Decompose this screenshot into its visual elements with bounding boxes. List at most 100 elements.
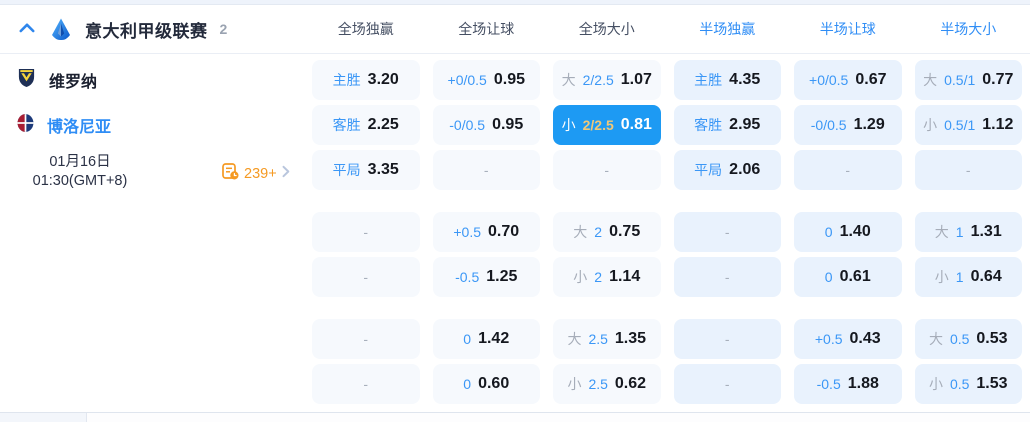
odds-cell[interactable]: +0.5 0.70 — [432, 212, 540, 252]
odds-cell[interactable]: 主胜 3.20 — [312, 60, 420, 100]
odds-cell-t2: 2.5 — [588, 376, 608, 392]
odds-group: -0 1.42 大 2.5 1.35- +0.5 0.43 大 0.5 0.53-0 0.60 小 2.… — [312, 319, 1022, 404]
league-match-count: 2 — [219, 21, 228, 37]
odds-cell[interactable]: 小 1 0.64 — [914, 257, 1022, 297]
odds-cell-t1: 大 — [923, 72, 938, 88]
odds-cell-val: - — [363, 376, 369, 392]
odds-cell-t1: 小 — [923, 117, 938, 133]
col-header-halftime-handicap: 半场让球 — [819, 21, 876, 37]
odds-cell-t1: -0.5 — [816, 376, 841, 392]
odds-cell: - — [553, 150, 661, 190]
odds-cell-val: 0.62 — [614, 375, 647, 392]
odds-cell-t1: 平局 — [332, 162, 361, 178]
odds-cell[interactable]: 0 0.60 — [432, 364, 540, 404]
odds-cell[interactable]: -0/0.5 0.95 — [432, 105, 540, 145]
odds-cell[interactable]: +0.5 0.43 — [794, 319, 902, 359]
odds-cell-val: 3.35 — [367, 161, 399, 178]
markets-icon — [222, 163, 239, 185]
odds-cell-val: - — [363, 331, 369, 347]
odds-cell-t1: -0.5 — [455, 269, 480, 285]
odds-cell-val: 1.25 — [486, 268, 518, 285]
odds-cell[interactable]: 小 0.5 1.53 — [914, 364, 1022, 404]
odds-cell[interactable]: 小 2/2.5 0.81 — [553, 105, 661, 145]
odds-cell[interactable]: 客胜 2.25 — [312, 105, 420, 145]
odds-cell-t2: 0.5 — [949, 376, 970, 392]
odds-cell-t1: -0/0.5 — [449, 117, 486, 133]
odds-cell-val: 0.77 — [982, 71, 1014, 88]
odds-cell-val: 4.35 — [729, 71, 761, 88]
odds-cell-val: 1.07 — [620, 71, 652, 88]
odds-cell[interactable]: 0 1.42 — [432, 319, 540, 359]
odds-cell-t2: 0.5/1 — [944, 72, 976, 88]
odds-cell-t1: 大 — [567, 331, 582, 347]
chevron-up-icon — [19, 20, 35, 38]
match-datetime: 01月16日 01:30(GMT+8) — [4, 153, 156, 191]
odds-cell-val: - — [483, 162, 489, 178]
odds-cell-val: 1.88 — [847, 375, 879, 392]
odds-cell-val: 2.06 — [729, 161, 761, 178]
odds-cell-val: - — [845, 162, 851, 178]
odds-cell[interactable]: 大 2/2.5 1.07 — [553, 60, 661, 100]
odds-cell[interactable]: 主胜 4.35 — [673, 60, 781, 100]
odds-cell[interactable]: 大 2 0.75 — [553, 212, 661, 252]
odds-cell-val: 2.95 — [729, 116, 761, 133]
odds-cell[interactable]: 客胜 2.95 — [673, 105, 781, 145]
odds-area: 主胜 3.20 +0/0.5 0.95 大 2/2.5 1.07 主胜 4.35 +0/0.5 0.… — [312, 60, 1022, 404]
league-title: 意大利甲级联赛 — [85, 21, 208, 41]
collapse-section-button[interactable] — [17, 19, 37, 39]
odds-cell: - — [312, 319, 420, 359]
odds-cell[interactable]: 小 2.5 0.62 — [553, 364, 661, 404]
odds-cell[interactable]: -0/0.5 1.29 — [794, 105, 902, 145]
away-team-row[interactable]: 博洛尼亚 — [17, 105, 111, 145]
odds-cell-t2: 2.5 — [588, 331, 608, 347]
odds-cell-val: 1.53 — [976, 375, 1008, 392]
odds-cell[interactable]: 大 2.5 1.35 — [553, 319, 661, 359]
odds-cell[interactable]: 大 0.5 0.53 — [914, 319, 1022, 359]
home-team-row[interactable]: 维罗纳 — [17, 60, 97, 100]
odds-cell-t1: 0 — [463, 331, 472, 347]
col-header-fulltime-overunder: 全场大小 — [578, 21, 635, 37]
odds-cell[interactable]: 0 0.61 — [794, 257, 902, 297]
col-header-fulltime-1x2: 全场独赢 — [337, 21, 394, 37]
odds-cell-val: 1.29 — [853, 116, 885, 133]
odds-group: - +0.5 0.70 大 2 0.75-0 1.40 大 1 1.31- -0.5 1.25 小 2 1.… — [312, 212, 1022, 297]
col-header-halftime-1x2: 半场独赢 — [699, 21, 756, 37]
odds-cell[interactable]: -0.5 1.88 — [794, 364, 902, 404]
odds-cell-t2: 2 — [594, 224, 603, 240]
odds-cell: - — [914, 150, 1022, 190]
odds-cell-t2: 2 — [594, 269, 603, 285]
odds-cell-val: 0.95 — [492, 116, 524, 133]
odds-cell[interactable]: +0/0.5 0.67 — [794, 60, 902, 100]
odds-cell[interactable]: 0 1.40 — [794, 212, 902, 252]
odds-cell-val: 0.60 — [478, 375, 510, 392]
odds-cell-t1: 0 — [824, 224, 833, 240]
odds-cell: - — [673, 212, 781, 252]
odds-cell[interactable]: -0.5 1.25 — [432, 257, 540, 297]
odds-cell-val: 1.42 — [478, 330, 510, 347]
odds-cell-val: - — [724, 376, 730, 392]
odds-cell-val: 2.25 — [367, 116, 399, 133]
odds-cell-val: - — [724, 269, 730, 285]
match-time: 01:30(GMT+8) — [32, 173, 128, 189]
match-date: 01月16日 — [49, 154, 111, 170]
odds-cell-val: 0.67 — [855, 71, 887, 88]
odds-cell[interactable]: 小 0.5/1 1.12 — [914, 105, 1022, 145]
odds-cell-t2: 1 — [955, 224, 964, 240]
more-markets-link[interactable]: 239+ — [222, 163, 290, 185]
odds-cell-t1: 0 — [463, 376, 472, 392]
odds-cell[interactable]: +0/0.5 0.95 — [432, 60, 540, 100]
odds-cell-t1: 小 — [561, 117, 576, 133]
odds-cell-t1: 小 — [567, 376, 582, 392]
odds-cell-val: 0.75 — [609, 223, 641, 240]
col-header-halftime-overunder: 半场大小 — [940, 21, 997, 37]
odds-cell[interactable]: 大 1 1.31 — [914, 212, 1022, 252]
odds-cell-t1: -0/0.5 — [810, 117, 847, 133]
odds-column-headers: 全场独赢 全场让球 全场大小 半场独赢 半场让球 半场大小 — [312, 19, 1030, 39]
odds-cell: - — [673, 319, 781, 359]
odds-cell-t1: 主胜 — [694, 72, 723, 88]
odds-cell[interactable]: 大 0.5/1 0.77 — [914, 60, 1022, 100]
odds-cell[interactable]: 平局 3.35 — [312, 150, 420, 190]
odds-cell[interactable]: 小 2 1.14 — [553, 257, 661, 297]
odds-cell[interactable]: 平局 2.06 — [673, 150, 781, 190]
